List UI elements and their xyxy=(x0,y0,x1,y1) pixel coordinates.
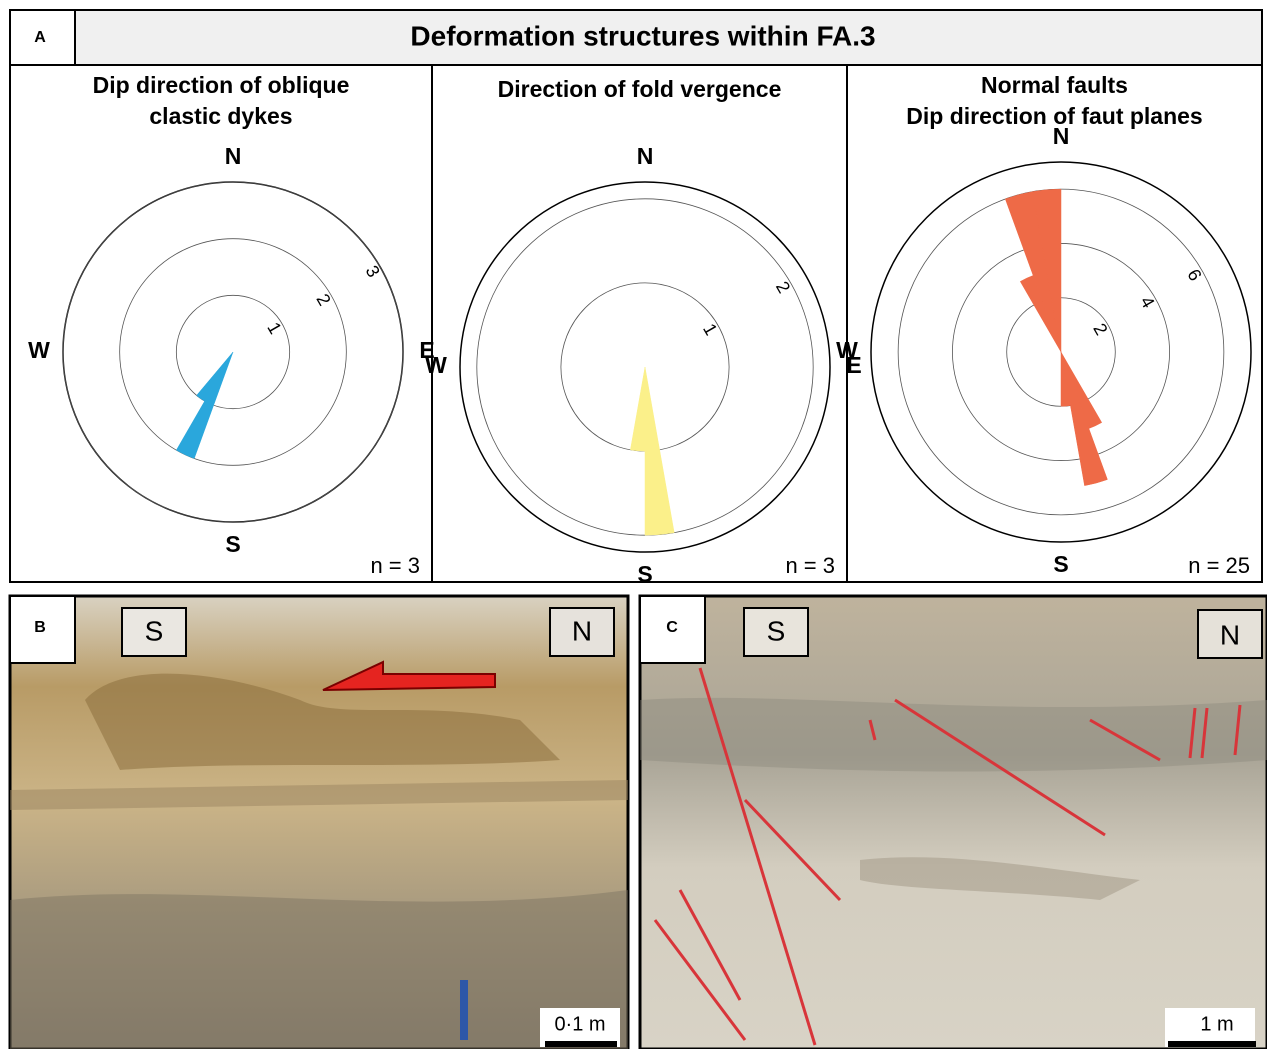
orientation-label: N xyxy=(1220,619,1240,650)
compass-label: E xyxy=(419,337,434,363)
panel-label-box xyxy=(9,595,76,664)
photo-texture xyxy=(85,673,560,770)
compass-label: S xyxy=(1053,551,1068,577)
photo-background xyxy=(638,594,1267,1051)
orientation-box xyxy=(743,607,809,657)
chart-title: Dip direction of faut planes xyxy=(906,103,1202,129)
scale-bar xyxy=(545,1041,617,1047)
compass-label: W xyxy=(425,352,447,378)
petal xyxy=(630,366,646,452)
orientation-box xyxy=(1197,609,1263,659)
chart-title: Normal faults xyxy=(981,72,1128,98)
n-label: n = 3 xyxy=(785,553,835,578)
outer-circle xyxy=(459,181,831,553)
compass-label: W xyxy=(836,337,858,363)
outer-circle xyxy=(870,161,1252,543)
panel-label-box xyxy=(639,595,706,664)
compass-label: N xyxy=(225,143,242,169)
photo-c: C S N 1 m xyxy=(638,594,1267,1051)
n-label: n = 3 xyxy=(370,553,420,578)
compass-label: N xyxy=(637,143,654,169)
petal xyxy=(1060,351,1108,486)
photo-texture xyxy=(10,780,628,810)
chart-title: Dip direction of oblique xyxy=(93,72,350,98)
orientation-label: N xyxy=(572,615,592,646)
photo-texture xyxy=(460,980,468,1040)
scale-bar xyxy=(1168,1041,1256,1047)
grid-circle xyxy=(62,181,404,523)
photo-background xyxy=(8,594,630,1051)
petal xyxy=(1032,188,1062,353)
photo-b: B S N 0·1 m xyxy=(8,594,630,1051)
compass-label: W xyxy=(28,337,50,363)
compass-label: E xyxy=(846,352,861,378)
photo-texture xyxy=(10,890,628,1049)
compass-label: S xyxy=(225,531,240,557)
panel-label: B xyxy=(34,619,46,636)
photo-texture xyxy=(860,857,1140,900)
orientation-box xyxy=(121,607,187,657)
scale-box xyxy=(1165,1008,1255,1047)
grid-circle xyxy=(119,238,347,466)
orientation-box xyxy=(549,607,615,657)
compass-label: S xyxy=(637,561,652,587)
petal xyxy=(175,351,234,459)
scale-label: 1 m xyxy=(1200,1013,1233,1035)
panel-label: A xyxy=(34,29,46,46)
fault-lines xyxy=(653,667,1242,1046)
chart-title: Direction of fold vergence xyxy=(498,76,782,102)
petal xyxy=(1060,351,1071,407)
scale-box xyxy=(540,1008,620,1047)
vergence-arrow xyxy=(322,660,496,691)
petal xyxy=(196,351,234,402)
photo-texture xyxy=(640,697,1267,772)
panel-label: C xyxy=(666,619,678,636)
compass-label: N xyxy=(1053,123,1070,149)
grid-circle xyxy=(175,294,291,410)
n-label: n = 25 xyxy=(1188,553,1250,578)
orientation-label: S xyxy=(767,615,786,646)
scale-label: 0·1 m xyxy=(554,1013,605,1035)
petal xyxy=(644,366,675,536)
header-bar xyxy=(74,9,1263,66)
chart-title: clastic dykes xyxy=(149,103,292,129)
orientation-label: S xyxy=(145,615,164,646)
header-title: Deformation structures within FA.3 xyxy=(410,20,875,51)
